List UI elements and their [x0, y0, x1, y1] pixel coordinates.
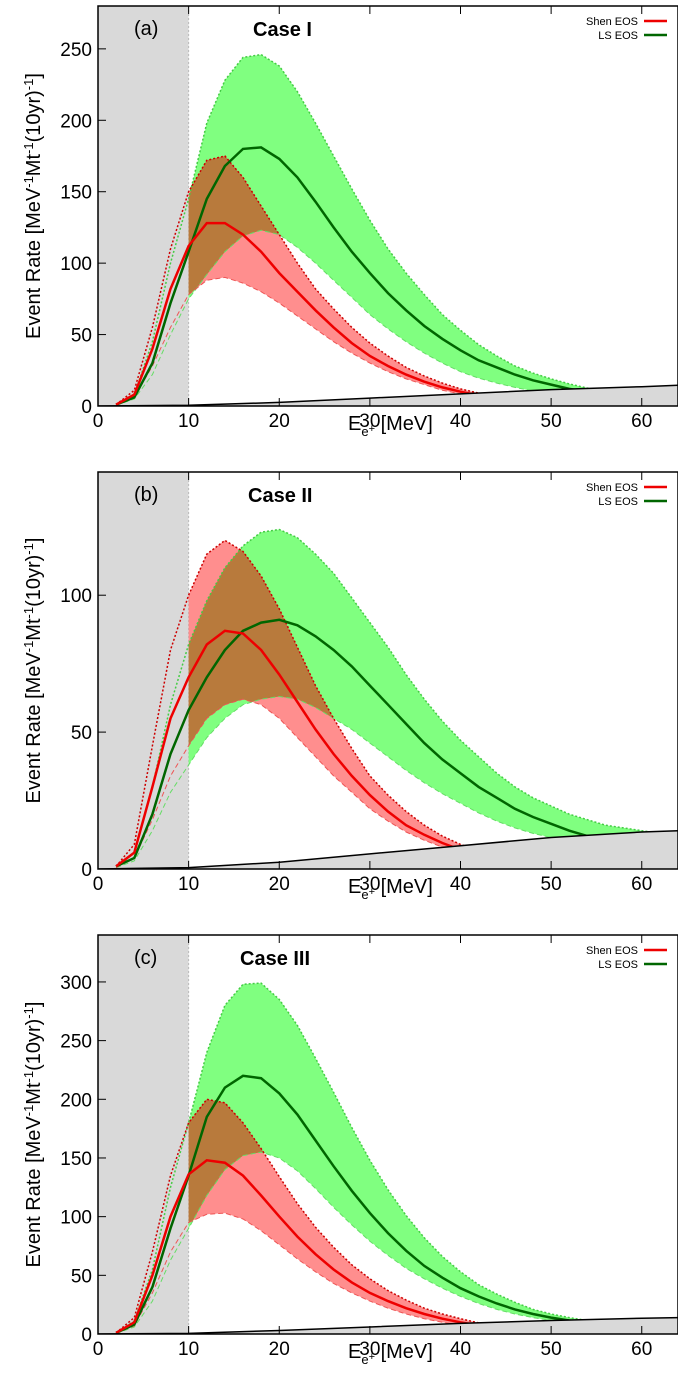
- x-tick-label: 30: [359, 411, 380, 432]
- y-tick-label: 50: [71, 326, 92, 347]
- legend-label-shen: Shen EOS: [586, 945, 638, 957]
- legend-label-ls: LS EOS: [598, 959, 638, 971]
- panel-label: (a): [134, 18, 158, 40]
- y-axis-label: Event Rate [MeV-1Mt-1(10yr)-1]: [21, 538, 45, 804]
- y-tick-label: 200: [60, 1090, 92, 1111]
- y-tick-label: 50: [71, 723, 92, 744]
- x-axis-label: Ee+ [MeV]: [348, 413, 433, 439]
- legend-label-shen: Shen EOS: [586, 16, 638, 28]
- x-tick-label: 10: [178, 411, 199, 432]
- legend: Shen EOS LS EOS: [586, 16, 667, 42]
- ls-band: [188, 54, 678, 402]
- y-axis-label: Event Rate [MeV-1Mt-1(10yr)-1]: [21, 73, 45, 339]
- background-line: [98, 384, 678, 406]
- case-title: Case II: [248, 485, 312, 507]
- y-tick-label: 250: [60, 1032, 92, 1053]
- chart-panel-2: 0 10 20 30 40 50 60 0 50 100 (b) Case II Shen EOS LS …: [21, 471, 678, 902]
- x-tick-label: 0: [93, 1339, 104, 1360]
- shen-lower-edge: [115, 276, 678, 406]
- threshold-region: [98, 935, 189, 1334]
- x-tick-label: 40: [450, 874, 471, 895]
- x-axis-label: Ee+ [MeV]: [348, 1341, 433, 1367]
- case-title: Case III: [240, 948, 310, 970]
- plot-frame: [97, 471, 678, 870]
- panel-label: (c): [134, 947, 157, 969]
- x-tick-label: 50: [541, 874, 562, 895]
- ls-band: [188, 983, 678, 1330]
- y-tick-label: 100: [60, 254, 92, 275]
- y-tick-label: 0: [81, 397, 92, 418]
- x-tick-label: 40: [450, 1339, 471, 1360]
- legend: Shen EOS LS EOS: [586, 945, 667, 971]
- case-title: Case I: [253, 19, 312, 41]
- threshold-region: [98, 472, 189, 869]
- x-tick-label: 60: [631, 1339, 652, 1360]
- y-tick-label: 200: [60, 111, 92, 132]
- y-tick-label: 150: [60, 1149, 92, 1170]
- x-tick-label: 60: [631, 874, 652, 895]
- y-tick-label: 300: [60, 973, 92, 994]
- x-tick-label: 20: [269, 874, 290, 895]
- legend-label-shen: Shen EOS: [586, 482, 638, 494]
- y-tick-label: 150: [60, 183, 92, 204]
- x-tick-label: 0: [93, 411, 104, 432]
- y-tick-label: 100: [60, 586, 92, 607]
- chart-panel-1: 0 10 20 30 40 50 60 0 50 100 150 200 250 (a) Case I She…: [21, 5, 678, 439]
- ls-upper-edge: [115, 528, 678, 867]
- background-line: [98, 829, 678, 869]
- x-tick-label: 30: [359, 1339, 380, 1360]
- x-tick-label: 20: [269, 1339, 290, 1360]
- plot-frame: [97, 5, 678, 407]
- x-tick-label: 50: [541, 411, 562, 432]
- x-tick-label: 10: [178, 874, 199, 895]
- background-fill: [98, 830, 678, 869]
- plot-area: [98, 935, 678, 1334]
- y-tick-label: 250: [60, 40, 92, 61]
- legend: Shen EOS LS EOS: [586, 482, 667, 508]
- x-tick-label: 40: [450, 411, 471, 432]
- x-tick-label: 20: [269, 411, 290, 432]
- ls-band: [188, 529, 678, 853]
- x-tick-label: 10: [178, 1339, 199, 1360]
- ls-upper-edge: [115, 53, 678, 406]
- y-tick-label: 0: [81, 860, 92, 881]
- x-tick-label: 60: [631, 411, 652, 432]
- background-line: [98, 1316, 678, 1334]
- y-axis-label: Event Rate [MeV-1Mt-1(10yr)-1]: [21, 1002, 45, 1268]
- plot-frame: [97, 934, 678, 1335]
- y-tick-label: 0: [81, 1325, 92, 1346]
- x-axis-label: Ee+ [MeV]: [348, 876, 433, 902]
- panel-label: (b): [134, 484, 158, 506]
- plot-area: [98, 6, 678, 406]
- plot-area: [98, 472, 678, 869]
- threshold-region: [98, 6, 189, 406]
- legend-label-ls: LS EOS: [598, 496, 638, 508]
- x-tick-label: 50: [541, 1339, 562, 1360]
- y-tick-label: 50: [71, 1266, 92, 1287]
- y-tick-label: 100: [60, 1208, 92, 1229]
- x-tick-label: 0: [93, 874, 104, 895]
- x-tick-label: 30: [359, 874, 380, 895]
- chart-panel-3: 0 10 20 30 40 50 60 0 50 100 150 200 250 300 (c) Case I…: [21, 934, 678, 1367]
- legend-label-ls: LS EOS: [598, 30, 638, 42]
